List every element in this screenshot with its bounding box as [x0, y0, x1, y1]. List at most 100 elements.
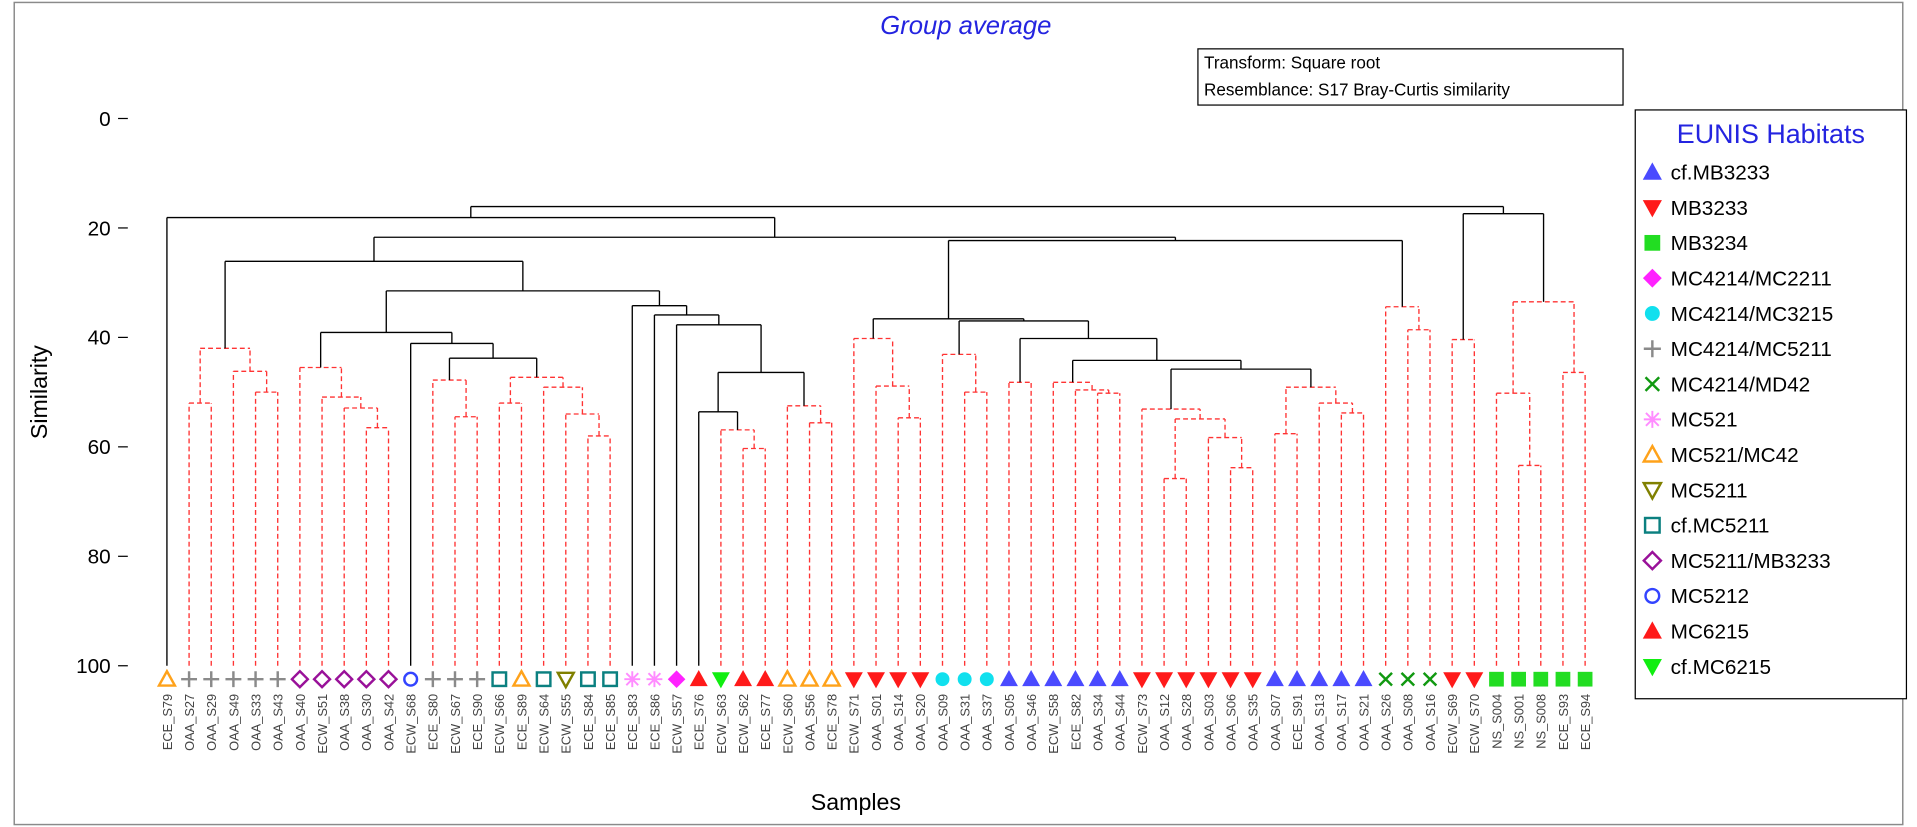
legend-label: MC521	[1671, 409, 1738, 432]
leaf-marker	[799, 668, 820, 687]
leaf-label: ECE_S86	[647, 694, 662, 750]
leaf-marker	[424, 671, 441, 688]
leaf-label: ECW_S66	[492, 694, 507, 754]
leaf-label: ECW_S58	[1046, 694, 1061, 754]
leaf-marker	[1155, 672, 1174, 689]
chart-frame	[13, 1, 1904, 826]
leaf-label: NS_S004	[1489, 694, 1504, 749]
leaf-label: OAA_S30	[359, 694, 374, 751]
leaf-label: OAA_S29	[204, 694, 219, 751]
leaf-marker	[1110, 669, 1129, 687]
legend-item: cf.MB3233	[1642, 162, 1770, 185]
leaf-marker	[535, 671, 552, 688]
leaf-label: OAA_S03	[1201, 694, 1216, 751]
leaf-marker	[1066, 669, 1085, 687]
leaf-label: ECE_S94	[1578, 694, 1593, 750]
leaf-marker	[1555, 671, 1571, 687]
leaf-label: OAA_S01	[869, 694, 884, 751]
leaf-marker	[689, 669, 708, 687]
leaf-marker	[356, 669, 377, 689]
leaf-marker	[777, 668, 798, 687]
leaf-label: ECE_S84	[581, 694, 596, 750]
y-axis-label: Similarity	[26, 345, 52, 439]
legend-marker	[1644, 234, 1661, 251]
leaf-marker	[247, 671, 264, 688]
leaf-label: ECW_S71	[847, 694, 862, 754]
leaf-label: ECW_S68	[404, 694, 419, 754]
leaf-label: OAA_S49	[226, 694, 241, 751]
leaf-label: OAA_S42	[381, 694, 396, 751]
leaf-label: ECE_S90	[470, 694, 485, 750]
leaf-marker	[511, 668, 532, 687]
leaf-marker	[290, 669, 310, 689]
leaf-label: OAA_S35	[1246, 694, 1261, 751]
leaf-marker	[225, 671, 242, 688]
leaf-marker	[867, 672, 885, 689]
leaf-label: ECW_S70	[1467, 694, 1482, 754]
leaf-marker	[1354, 669, 1373, 687]
leaf-marker	[646, 671, 663, 688]
annotation-box	[1197, 48, 1624, 106]
leaf-marker	[602, 671, 619, 688]
leaf-label: OAA_S43	[271, 694, 286, 751]
legend-title: EUNIS Habitats	[1677, 119, 1865, 149]
leaf-label: ECW_S62	[736, 694, 751, 754]
leaf-marker	[579, 671, 596, 688]
legend-item: MC5211	[1641, 479, 1748, 502]
legend-label: MC4214/MD42	[1671, 373, 1811, 396]
legend-label: MC5211	[1671, 479, 1748, 502]
dendrogram	[166, 205, 1586, 666]
leaf-marker	[1177, 672, 1196, 689]
leaf-marker	[1489, 671, 1504, 687]
leaf-marker	[734, 669, 753, 687]
legend-label: MC5211/MB3233	[1671, 550, 1831, 573]
leaf-label: OAA_S14	[891, 694, 906, 751]
legend-label: cf.MB3233	[1671, 162, 1770, 185]
leaf-marker	[1378, 671, 1393, 687]
leaf-marker	[1443, 672, 1462, 689]
leaf-marker	[1533, 671, 1549, 687]
leaf-marker	[821, 668, 842, 687]
leaf-label: OAA_S44	[1113, 694, 1128, 751]
leaf-label: OAA_S17	[1334, 694, 1349, 751]
leaf-label: ECE_S80	[426, 694, 441, 750]
legend-label: cf.MC5211	[1671, 515, 1770, 538]
legend-item: cf.MC5211	[1643, 515, 1770, 538]
legend-item: cf.MC6215	[1642, 656, 1771, 679]
leaf-label: OAA_S21	[1356, 694, 1371, 751]
legend-item: MC5212	[1644, 585, 1749, 608]
legend-marker	[1642, 268, 1662, 288]
leaf-label: ECE_S85	[603, 694, 618, 750]
leaf-label: ECE_S89	[514, 694, 529, 750]
leaf-label: OAA_S38	[337, 694, 352, 751]
leaf-label: ECW_S63	[714, 694, 729, 754]
leaf-label: OAA_S31	[958, 694, 973, 751]
leaf-label: ECW_S57	[669, 694, 684, 754]
legend-box	[1634, 109, 1908, 700]
leaf-marker	[181, 671, 198, 688]
legend-item: MC4214/MC5211	[1643, 338, 1832, 361]
leaf-label: ECW_S69	[1445, 694, 1460, 754]
leaf-label: OAA_S34	[1090, 694, 1105, 751]
leaf-label: ECW_S60	[780, 694, 795, 754]
x-axis-label: Samples	[811, 789, 901, 815]
leaf-marker	[334, 669, 354, 689]
leaf-marker	[889, 672, 908, 689]
legend-marker	[1641, 443, 1663, 463]
legend-label: MC4214/MC5211	[1671, 338, 1832, 361]
legend-label: MC6215	[1671, 621, 1749, 644]
leaf-label: ECW_S64	[537, 694, 552, 754]
chart-title: Group average	[880, 12, 1051, 40]
leaf-marker	[711, 672, 730, 689]
leaf-marker	[1465, 672, 1484, 689]
leaf-marker	[403, 671, 419, 687]
leaf-marker	[756, 669, 775, 687]
legend-item: MC4214/MC3215	[1644, 303, 1834, 326]
legend-label: MB3234	[1671, 232, 1748, 255]
leaf-label: OAA_S12	[1157, 694, 1172, 751]
leaf-marker	[1265, 669, 1284, 687]
leaf-label: OAA_S33	[248, 694, 263, 751]
leaf-label: OAA_S07	[1268, 694, 1283, 751]
legend-label: MC4214/MC3215	[1671, 303, 1834, 326]
